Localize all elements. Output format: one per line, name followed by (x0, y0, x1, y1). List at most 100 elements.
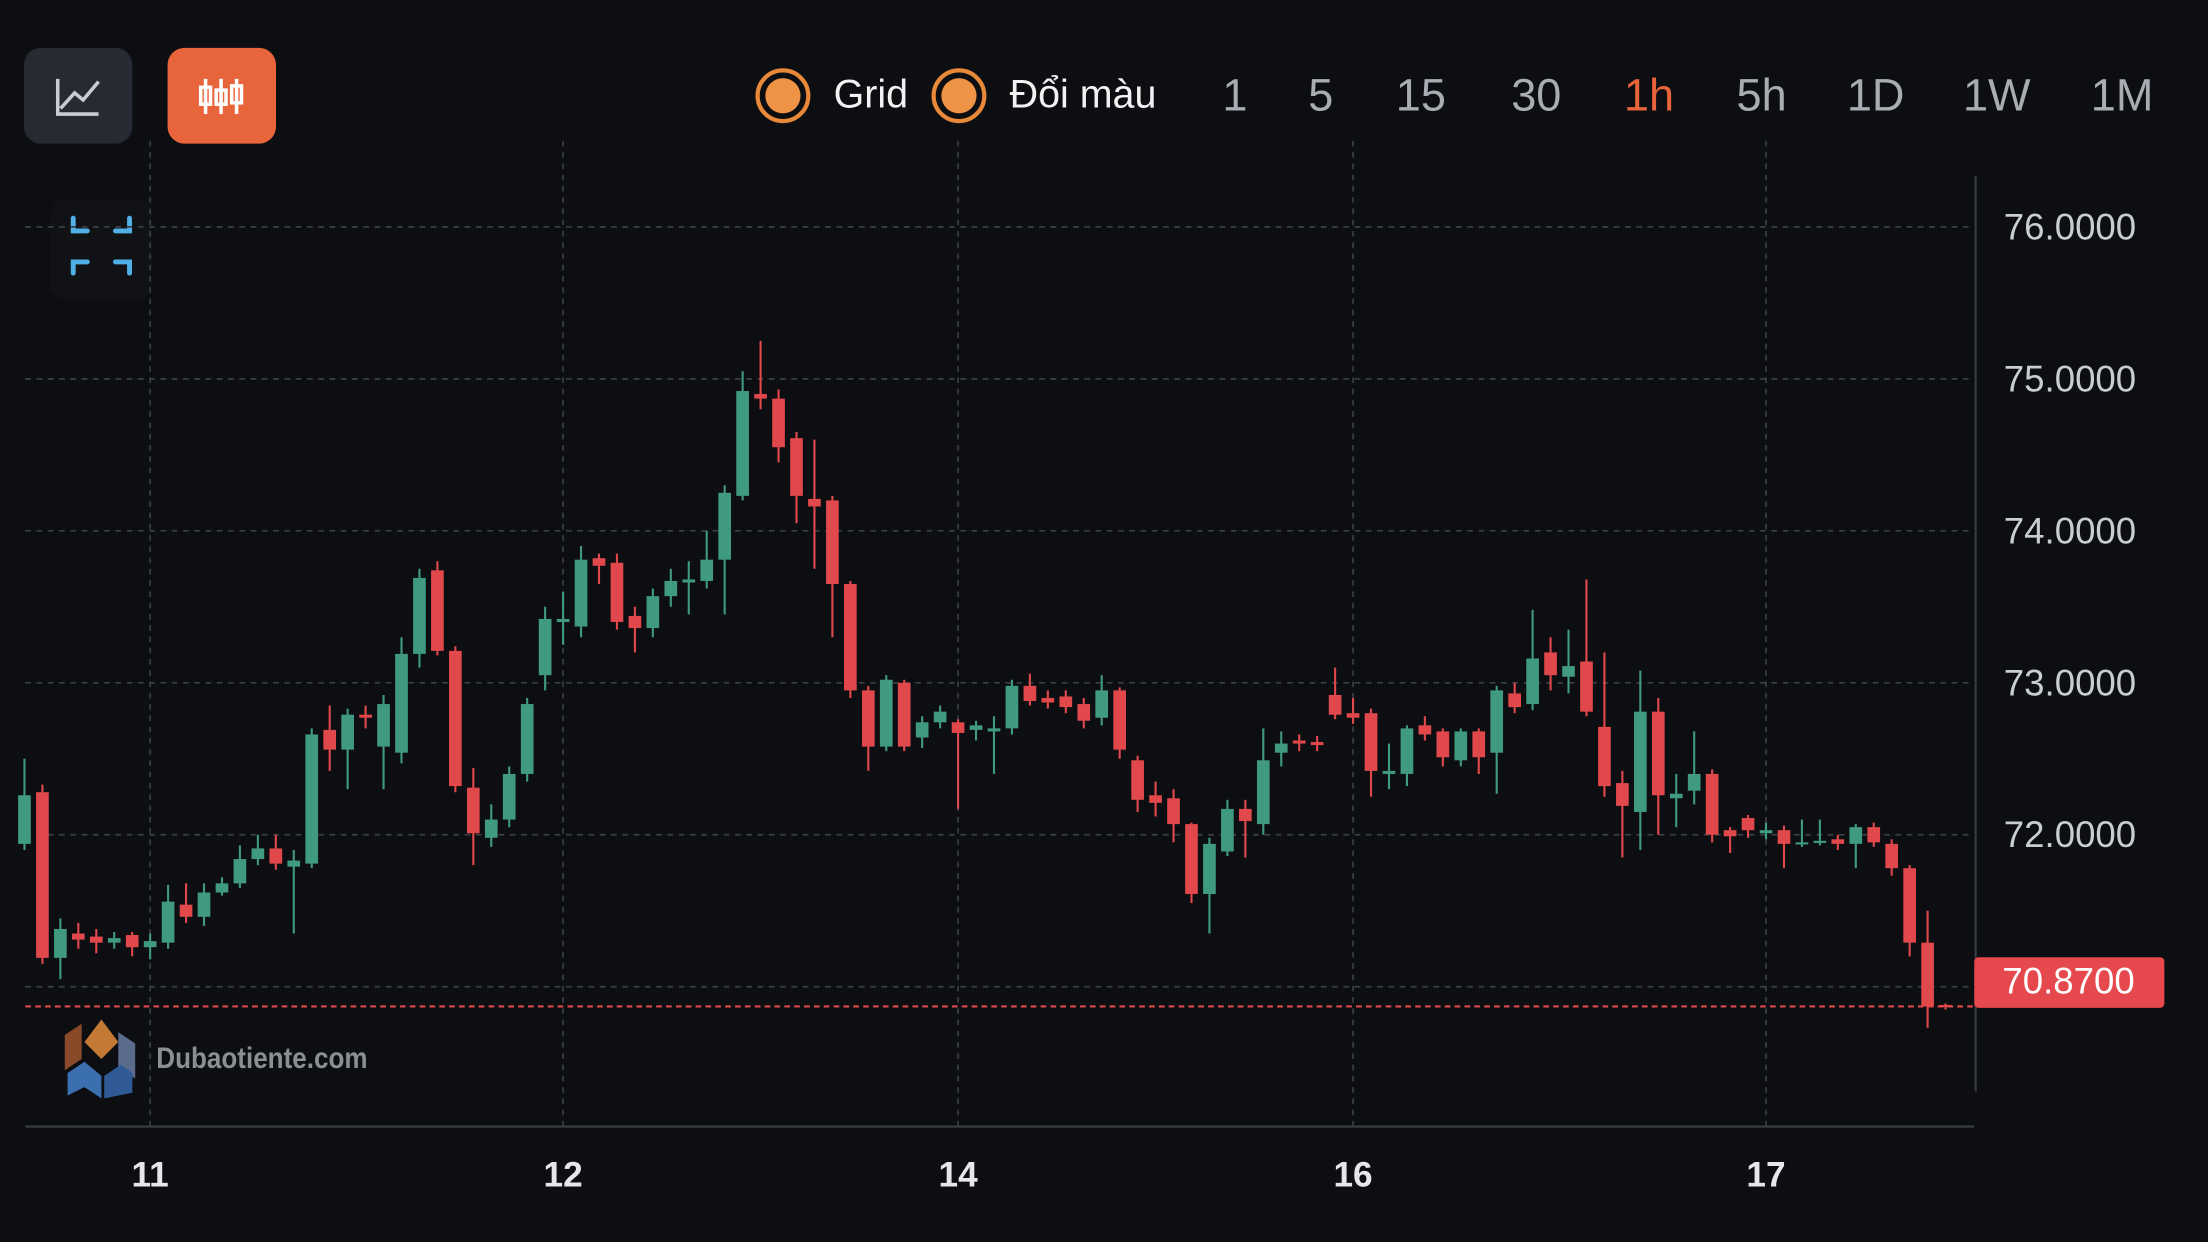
candle-body (1795, 842, 1809, 845)
x-tick-label: 16 (1333, 1156, 1372, 1195)
interval-button[interactable]: 30 (1511, 69, 1561, 120)
candle-body (538, 618, 552, 676)
candle-body (502, 773, 516, 820)
candle-body (1167, 798, 1180, 825)
x-tick-label: 17 (1746, 1156, 1785, 1195)
candle-body (915, 722, 929, 738)
toggle-ring (755, 68, 811, 124)
candle-body (161, 901, 175, 943)
toolbar: Grid Đổi màu 1 5 15 30 1h 5h 1D 1W 1M (755, 68, 2154, 124)
candle-body (179, 904, 193, 917)
candle-body (431, 570, 444, 651)
candle-body (664, 580, 678, 597)
candle-body (1562, 666, 1575, 677)
toggle-label: Đổi màu (1010, 73, 1157, 117)
candle-body (71, 933, 85, 940)
candle-body (1400, 728, 1414, 774)
candle-body (1095, 690, 1109, 718)
candle-body (125, 935, 139, 948)
line-chart-button[interactable] (23, 47, 133, 144)
interval-button[interactable]: 1 (1222, 69, 1247, 120)
candle-body (1544, 652, 1557, 676)
candle-body (1185, 824, 1198, 895)
toggle[interactable]: Grid (755, 68, 908, 124)
interval-button[interactable]: 15 (1396, 69, 1446, 120)
toggle-label: Grid (834, 73, 908, 117)
candle-body (592, 558, 606, 566)
button-bg (50, 199, 153, 299)
candle-body (1292, 740, 1306, 744)
candle-body (54, 928, 67, 958)
y-tick-label: 76.0000 (2004, 206, 2136, 247)
candle-body (1077, 704, 1091, 721)
price-label: 70.8700 (2002, 961, 2134, 1002)
candle-body (844, 584, 857, 691)
candle-body (197, 892, 211, 917)
toggle-dot (765, 78, 801, 114)
candle-body (1221, 808, 1234, 852)
candle-body (1346, 713, 1360, 718)
candle-body (1831, 839, 1845, 844)
candle-body (1867, 827, 1881, 843)
logo-part (64, 1023, 82, 1071)
candle-chart-button[interactable] (167, 47, 276, 144)
candle-body (1526, 658, 1539, 705)
candle-body (1256, 760, 1270, 825)
candle-body (1849, 827, 1863, 844)
candle-body (215, 883, 229, 893)
candle-body (1059, 696, 1073, 708)
toggle[interactable]: Đổi màu (931, 68, 1157, 124)
candle-body (305, 734, 319, 864)
logo-part (84, 1019, 119, 1059)
watermark-text: Dubaotiente.com (156, 1042, 367, 1075)
candle-body (1005, 685, 1019, 729)
candle-body (36, 792, 49, 958)
candle-body (1490, 690, 1504, 753)
candle-body (897, 682, 911, 747)
candle-body (1436, 731, 1450, 758)
interval-button[interactable]: 5 (1308, 69, 1333, 120)
watermark: Dubaotiente.com (64, 1019, 368, 1099)
interval-button[interactable]: 1D (1847, 69, 1905, 120)
candle-body (1113, 690, 1127, 750)
candle-body (1813, 840, 1827, 843)
candle-body (879, 679, 893, 747)
candle-body (107, 938, 121, 943)
candle-body (1041, 697, 1055, 703)
candle-body (1131, 760, 1144, 800)
y-tick-label: 75.0000 (2004, 358, 2136, 399)
candle-body (1939, 1004, 1952, 1008)
interval-button[interactable]: 5h (1737, 69, 1787, 120)
candle-body (520, 704, 534, 774)
candle-body (1149, 795, 1162, 803)
candle-body (1903, 868, 1916, 943)
logo-part (67, 1061, 102, 1099)
interval-button[interactable]: 1h (1624, 69, 1674, 120)
toggle-dot (941, 78, 977, 114)
candle-body (1418, 725, 1432, 735)
candle-body (1454, 731, 1468, 761)
collapse-button[interactable] (50, 199, 153, 299)
candle-body (18, 795, 31, 844)
candle-body (969, 725, 983, 730)
candle-body (1759, 830, 1773, 834)
candle-body (1921, 942, 1934, 1007)
candle-body (449, 650, 462, 787)
candle-body (341, 714, 354, 750)
candle-body (1633, 711, 1647, 812)
interval-button[interactable]: 1M (2091, 69, 2154, 120)
interval-button[interactable]: 1W (1963, 69, 2031, 120)
candle-body (610, 562, 624, 622)
candle-body (574, 559, 588, 627)
candle-body (772, 398, 785, 448)
candle-body (233, 859, 247, 884)
candle-body (754, 394, 767, 399)
y-tick-label: 73.0000 (2004, 662, 2136, 703)
toggle-ring (931, 68, 987, 124)
line-icon (55, 78, 100, 116)
candle-body (1651, 711, 1665, 796)
x-tick-label: 12 (544, 1156, 583, 1195)
candle-body (628, 615, 642, 629)
candle-body (395, 653, 408, 753)
candle-body (1328, 694, 1342, 715)
